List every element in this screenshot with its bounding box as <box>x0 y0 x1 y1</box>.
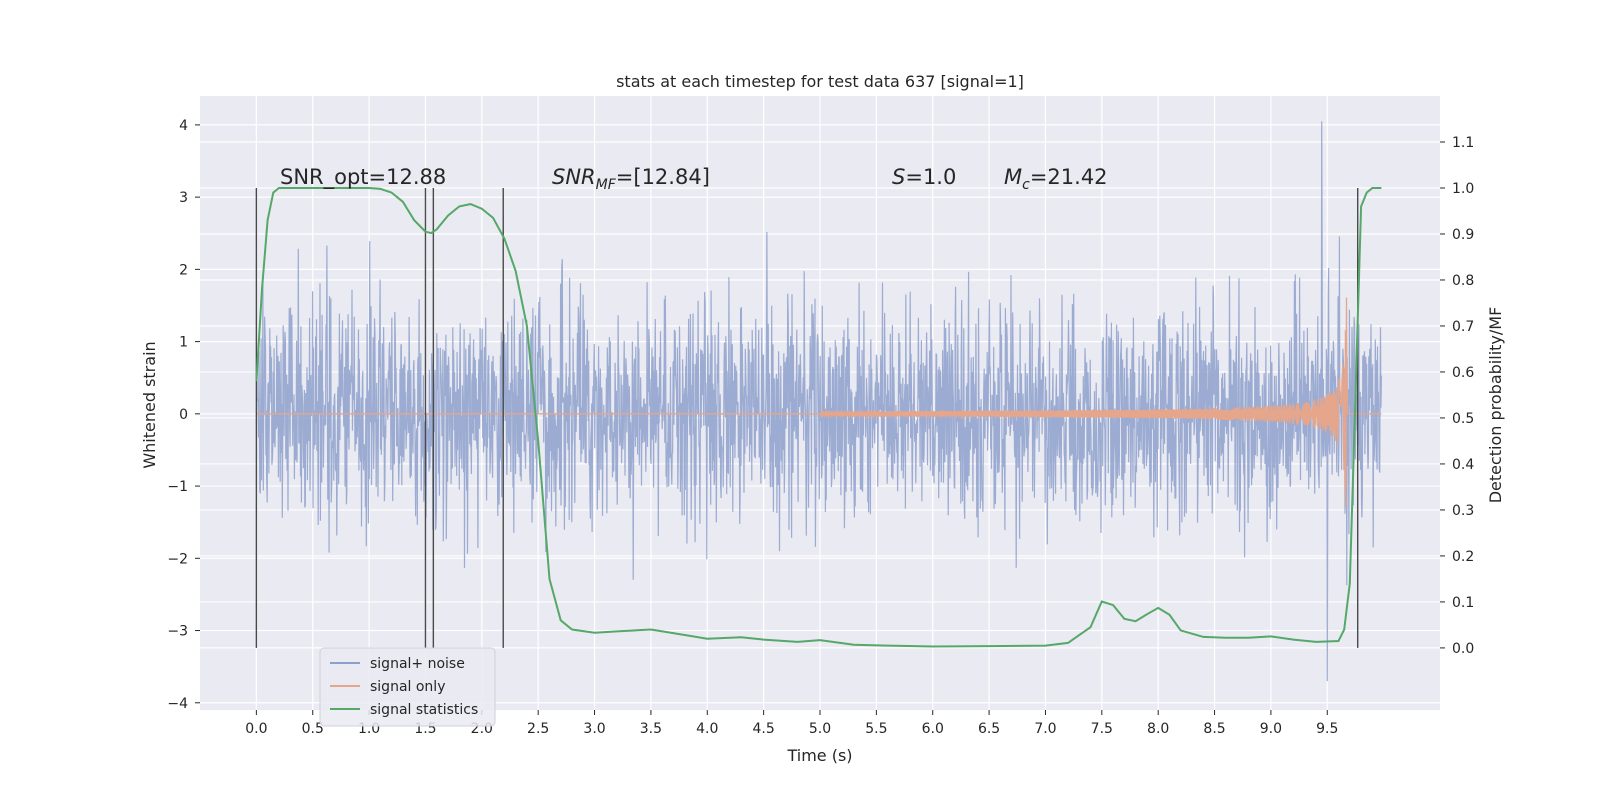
vertical-markers <box>255 187 1359 648</box>
x-tick-label: 2.5 <box>527 721 549 737</box>
mc-symbol: M <box>1004 165 1022 189</box>
legend: signal+ noise signal only signal statist… <box>319 647 496 727</box>
y-tick-label: 0 <box>179 407 188 423</box>
x-tick-label: 0.0 <box>245 721 267 737</box>
x-tick-label: 8.5 <box>1203 721 1225 737</box>
signal-noise-series <box>255 121 1382 682</box>
x-tick-label: 7.5 <box>1091 721 1113 737</box>
x-tick-label: 9.5 <box>1316 721 1338 737</box>
x-axis-label: Time (s) <box>786 746 852 765</box>
annotation-s: S=1.0 <box>892 165 956 189</box>
s-symbol: S <box>892 165 905 189</box>
y2-axis-label: Detection probability/MF <box>1486 307 1505 504</box>
mc-value: =21.42 <box>1030 165 1108 189</box>
legend-label-signal-only: signal only <box>370 679 445 695</box>
y2-ticks: 1.1 1.0 0.9 0.8 0.7 0.6 0.5 0.4 0.3 0.2 0.1 0.0 <box>1440 135 1474 657</box>
y-tick-label: 3 <box>179 190 188 206</box>
legend-label-signal-noise: signal+ noise <box>370 656 465 672</box>
s-value: =1.0 <box>905 165 956 189</box>
x-tick-label: 8.0 <box>1147 721 1169 737</box>
y2-tick-label: 0.6 <box>1452 365 1474 381</box>
y2-tick-label: 0.8 <box>1452 273 1474 289</box>
signal-noise-trace <box>255 121 1382 682</box>
x-tick-label: 5.5 <box>865 721 887 737</box>
y-tick-label: 1 <box>179 335 188 351</box>
signal-only-trace <box>256 297 1382 507</box>
y-tick-label: −4 <box>167 696 188 712</box>
x-tick-label: 5.0 <box>809 721 831 737</box>
y-tick-label: 2 <box>179 262 188 278</box>
x-tick-label: 6.0 <box>922 721 944 737</box>
x-tick-label: 3.5 <box>640 721 662 737</box>
x-tick-label: 0.5 <box>302 721 324 737</box>
signal-only-series <box>256 297 1382 507</box>
y-tick-label: −3 <box>167 624 188 640</box>
x-tick-label: 4.0 <box>696 721 718 737</box>
y2-tick-label: 0.7 <box>1452 319 1474 335</box>
chart-title: stats at each timestep for test data 637… <box>616 72 1024 91</box>
y-tick-label: −1 <box>167 479 188 495</box>
signal-statistics-line <box>255 187 1382 648</box>
y2-tick-label: 0.1 <box>1452 595 1474 611</box>
x-tick-label: 7.0 <box>1034 721 1056 737</box>
y2-tick-label: 1.1 <box>1452 135 1474 151</box>
legend-box <box>319 647 496 727</box>
x-tick-label: 6.5 <box>978 721 1000 737</box>
snr-mf-subscript: MF <box>596 177 617 193</box>
y2-tick-label: 1.0 <box>1452 181 1474 197</box>
y2-tick-label: 0.4 <box>1452 457 1474 473</box>
x-tick-label: 9.0 <box>1260 721 1282 737</box>
y2-tick-label: 0.3 <box>1452 503 1474 519</box>
y-tick-label: 4 <box>179 118 188 134</box>
x-tick-label: 3.0 <box>583 721 605 737</box>
snr-mf-value: =[12.84] <box>616 165 710 189</box>
y-axis-label: Whitened strain <box>140 341 159 468</box>
legend-label-signal-statistics: signal statistics <box>370 702 478 718</box>
y-ticks: 4 3 2 1 0 −1 −2 −3 −4 <box>167 118 200 712</box>
y2-tick-label: 0.5 <box>1452 411 1474 427</box>
mc-subscript: c <box>1022 177 1030 193</box>
snr-mf-symbol: SNR <box>552 165 596 189</box>
x-tick-label: 4.5 <box>753 721 775 737</box>
y2-tick-label: 0.0 <box>1452 641 1474 657</box>
x-ticks: 0.0 0.5 1.0 1.5 2.0 2.5 3.0 3.5 4.0 4.5 5.0 5.5 6.0 6… <box>245 710 1338 737</box>
annotation-snr-mf: SNRMF=[12.84] <box>552 165 710 193</box>
y2-tick-label: 0.9 <box>1452 227 1474 243</box>
annotation-snr-opt: SNR_opt=12.88 <box>280 165 446 190</box>
y-tick-label: −2 <box>167 551 188 567</box>
y2-tick-label: 0.2 <box>1452 549 1474 565</box>
annotation-mc: Mc=21.42 <box>1004 165 1108 193</box>
